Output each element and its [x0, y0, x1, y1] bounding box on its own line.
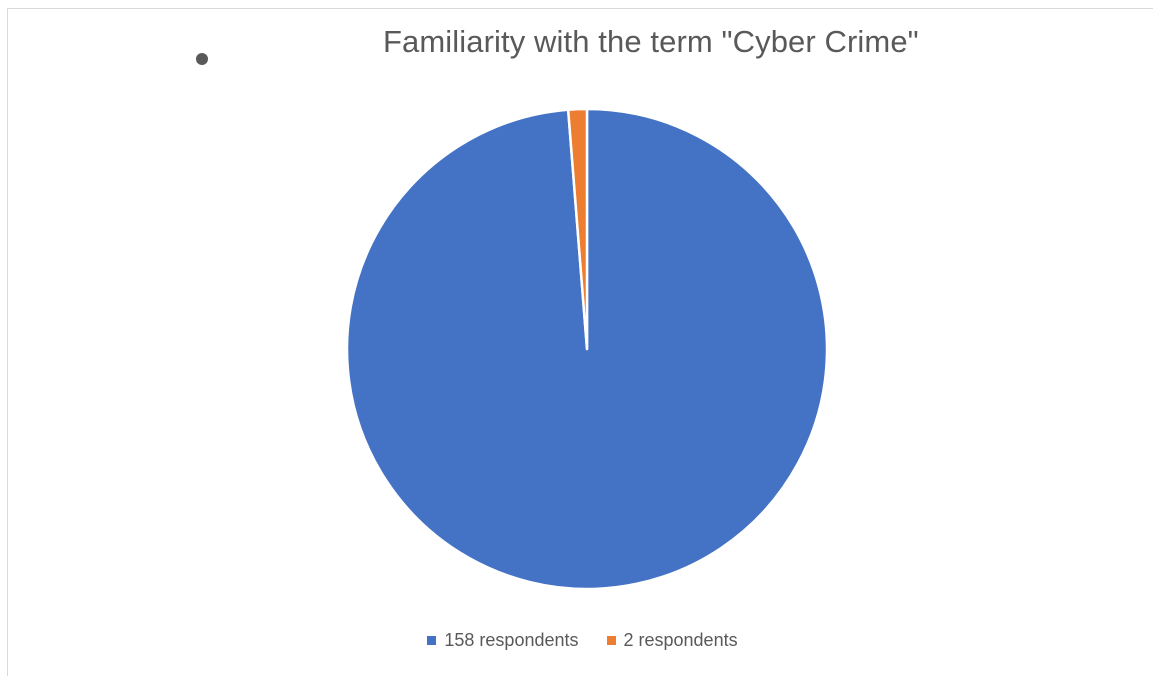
chart-title-row: Familiarity with the term "Cyber Crime": [0, 10, 1155, 65]
legend-item-0: 158 respondents: [427, 630, 579, 651]
legend-label-1: 2 respondents: [623, 630, 738, 650]
legend-label-0: 158 respondents: [444, 630, 579, 650]
chart-frame: [7, 8, 1153, 676]
legend-item-1: 2 respondents: [606, 630, 738, 651]
legend-swatch-1: [606, 636, 616, 645]
legend-swatch-0: [427, 636, 437, 645]
chart-legend: 158 respondents 2 respondents: [0, 630, 1155, 651]
chart-title: Familiarity with the term "Cyber Crime": [383, 24, 919, 59]
pie-slice-1: [566, 107, 589, 351]
bullet-dot-icon: [196, 53, 208, 65]
